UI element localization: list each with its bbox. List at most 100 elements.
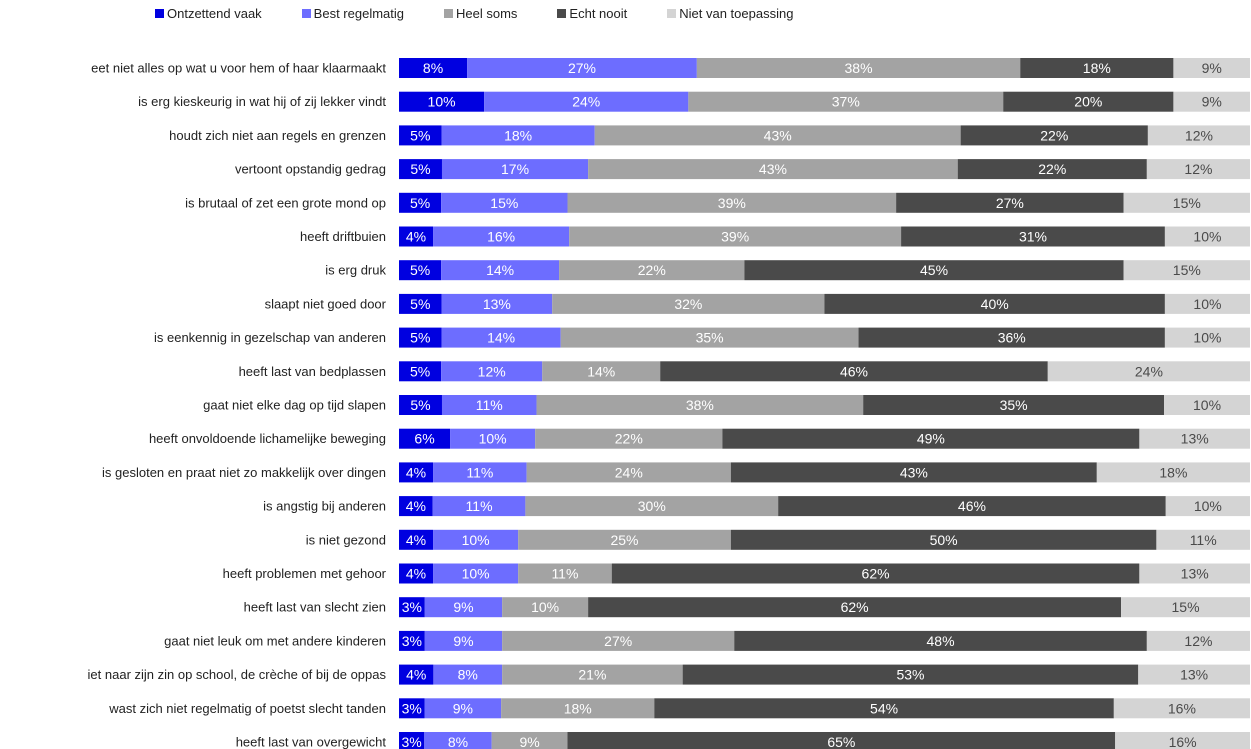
data-label: 5%	[410, 195, 430, 211]
bar-segment	[399, 192, 442, 213]
category-label: is erg druk	[325, 263, 386, 278]
category-label: is niet gezond	[306, 532, 386, 547]
bar-segment	[863, 395, 1165, 415]
bar-segment	[1165, 496, 1250, 517]
data-label: 22%	[615, 431, 643, 447]
category-label: heeft onvoldoende lichamelijke beweging	[149, 431, 386, 446]
data-label: 48%	[927, 633, 955, 649]
data-label: 10%	[428, 94, 456, 110]
data-label: 4%	[406, 566, 426, 582]
bar-segment	[567, 732, 1116, 749]
bar-row: iet naar zijn zin op school, de crèche o…	[88, 664, 1250, 685]
bar-segment	[734, 630, 1147, 651]
bar-segment	[399, 58, 468, 78]
bar-segment	[501, 698, 655, 719]
bar-segment	[399, 293, 442, 314]
bar-segment	[1146, 630, 1250, 651]
bar-segment	[525, 496, 779, 517]
bar-segment	[399, 563, 434, 584]
bar-segment	[611, 563, 1140, 584]
bar-segment	[1164, 327, 1250, 348]
bar-segment	[433, 226, 570, 247]
data-label: 9%	[453, 633, 473, 649]
data-label: 12%	[478, 363, 506, 379]
legend-item-echt-nooit: Echt nooit	[557, 6, 627, 21]
bar-segment	[1164, 226, 1250, 247]
legend-item-best-regelmatig: Best regelmatig	[301, 6, 404, 21]
data-label: 43%	[900, 464, 928, 480]
data-label: 16%	[1168, 700, 1196, 716]
data-label: 22%	[1040, 127, 1068, 143]
bar-segment	[441, 159, 589, 180]
data-label: 24%	[572, 94, 600, 110]
bar-segment	[654, 698, 1114, 719]
bar-segment	[744, 260, 1124, 281]
data-label: 37%	[832, 94, 860, 110]
bar-segment	[433, 664, 503, 685]
bar-segment	[399, 361, 442, 382]
category-label: is eenkennig in gezelschap van anderen	[154, 330, 386, 345]
data-label: 10%	[1193, 229, 1221, 245]
bar-row: heeft last van slecht zien 3% 9% 10% 62% 15%	[244, 597, 1250, 618]
data-label: 13%	[1181, 566, 1209, 582]
data-label: 6%	[414, 431, 434, 447]
legend-label: Best regelmatig	[313, 6, 404, 21]
bar-segment	[542, 361, 661, 382]
bar-segment	[1164, 293, 1250, 314]
bar-segment	[399, 732, 425, 749]
data-label: 43%	[759, 161, 787, 177]
data-label: 32%	[674, 296, 702, 312]
bar-segment	[399, 698, 425, 719]
data-label: 27%	[568, 60, 596, 76]
data-label: 62%	[862, 566, 890, 582]
data-label: 8%	[423, 60, 443, 76]
bar-row: is brutaal of zet een grote mond op 5% 15%…	[185, 192, 1250, 213]
data-label: 65%	[827, 734, 855, 749]
data-label: 14%	[587, 363, 615, 379]
data-label: 12%	[1184, 633, 1212, 649]
bar-segment	[1003, 91, 1174, 112]
data-label: 22%	[1038, 161, 1066, 177]
bar-segment	[730, 529, 1157, 550]
data-label: 46%	[840, 363, 868, 379]
category-label: iet naar zijn zin op school, de crèche o…	[88, 667, 387, 682]
bar-row: is erg druk 5% 14% 22% 45% 15%	[325, 260, 1250, 281]
data-label: 4%	[406, 464, 426, 480]
data-label: 4%	[406, 229, 426, 245]
data-label: 39%	[718, 195, 746, 211]
category-label: is gesloten en praat niet zo makkelijk o…	[102, 465, 386, 480]
bar-segment	[567, 192, 897, 213]
bar-segment	[1173, 58, 1250, 78]
category-label: vertoont opstandig gedrag	[235, 162, 386, 177]
data-label: 10%	[462, 566, 490, 582]
data-label: 15%	[1173, 262, 1201, 278]
data-label: 11%	[466, 464, 493, 480]
bar-segment	[1156, 529, 1250, 550]
data-label: 27%	[604, 633, 632, 649]
bar-segment	[450, 428, 536, 449]
bar-segment	[1123, 192, 1250, 213]
data-label: 24%	[615, 464, 643, 480]
legend: Ontzettend vaak Best regelmatig Heel som…	[155, 6, 833, 21]
data-label: 10%	[1193, 330, 1221, 346]
bar-segment	[778, 496, 1166, 517]
bar-segment	[491, 732, 568, 749]
data-label: 22%	[638, 262, 666, 278]
data-label: 12%	[1184, 161, 1212, 177]
bar-row: heeft onvoldoende lichamelijke beweging 6…	[149, 428, 1250, 449]
bar-segment	[399, 664, 434, 685]
bar-row: is gesloten en praat niet zo makkelijk o…	[102, 462, 1250, 483]
bar-row: is eenkennig in gezelschap van anderen 5%…	[154, 327, 1250, 348]
data-label: 17%	[501, 161, 529, 177]
data-label: 5%	[410, 330, 430, 346]
bar-segment	[688, 91, 1004, 112]
data-label: 24%	[1135, 363, 1163, 379]
data-label: 9%	[453, 599, 473, 615]
bar-segment	[901, 226, 1165, 247]
bar-segment	[441, 327, 561, 348]
bar-segment	[502, 664, 683, 685]
bar-segment	[399, 226, 434, 247]
legend-swatch	[667, 9, 677, 18]
bar-segment	[441, 293, 553, 314]
data-label: 53%	[896, 667, 924, 683]
